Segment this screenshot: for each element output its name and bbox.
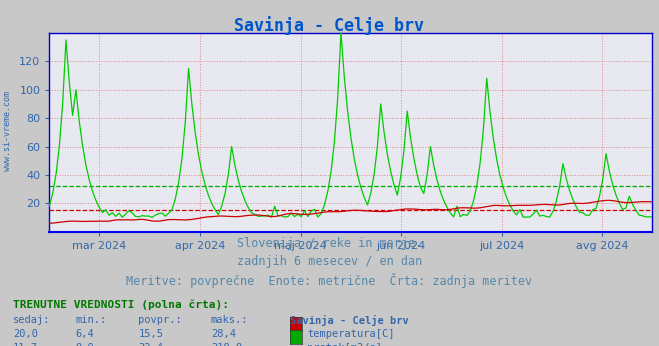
Text: maks.:: maks.:	[211, 315, 248, 325]
Text: 15,5: 15,5	[138, 329, 163, 339]
Text: 32,4: 32,4	[138, 343, 163, 346]
Text: 28,4: 28,4	[211, 329, 236, 339]
Text: 6,4: 6,4	[76, 329, 94, 339]
Text: 8,0: 8,0	[76, 343, 94, 346]
Text: pretok[m3/s]: pretok[m3/s]	[307, 343, 382, 346]
Text: 20,0: 20,0	[13, 329, 38, 339]
Text: povpr.:: povpr.:	[138, 315, 182, 325]
Text: Slovenija / reke in morje.: Slovenija / reke in morje.	[237, 237, 422, 250]
Text: sedaj:: sedaj:	[13, 315, 51, 325]
Text: temperatura[C]: temperatura[C]	[307, 329, 395, 339]
Text: Savinja - Celje brv: Savinja - Celje brv	[290, 315, 409, 326]
Text: Savinja - Celje brv: Savinja - Celje brv	[235, 16, 424, 35]
Text: min.:: min.:	[76, 315, 107, 325]
Text: zadnjih 6 mesecev / en dan: zadnjih 6 mesecev / en dan	[237, 255, 422, 268]
Text: Meritve: povprečne  Enote: metrične  Črta: zadnja meritev: Meritve: povprečne Enote: metrične Črta:…	[127, 273, 532, 288]
Text: www.si-vreme.com: www.si-vreme.com	[3, 91, 13, 172]
Text: 11,7: 11,7	[13, 343, 38, 346]
Text: TRENUTNE VREDNOSTI (polna črta):: TRENUTNE VREDNOSTI (polna črta):	[13, 299, 229, 310]
Text: 218,8: 218,8	[211, 343, 242, 346]
